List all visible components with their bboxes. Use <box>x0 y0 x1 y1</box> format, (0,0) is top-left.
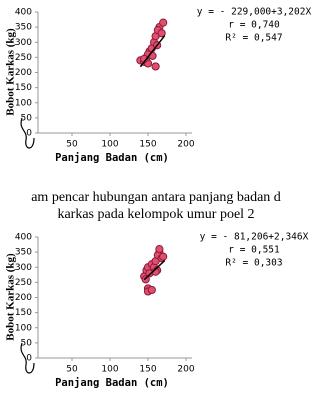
chart: 0 50 100 150 200 250 300 350 400 50 100 150 200 Panja… <box>5 232 309 390</box>
y-tick-label: 200 <box>15 68 32 78</box>
y-tick-label: 150 <box>15 83 32 93</box>
annotation: y = - 81,206+2,346X <box>200 232 309 243</box>
y-tick-label: 0 <box>26 129 32 139</box>
x-axis-label: Panjang Badan (cm) <box>55 152 169 164</box>
x-tick-label: 200 <box>177 365 194 375</box>
y-tick-label: 300 <box>15 263 32 273</box>
y-tick-label: 200 <box>15 293 32 303</box>
point <box>151 62 160 71</box>
y-tick-label: 350 <box>15 248 32 258</box>
y-tick-label: 0 <box>26 354 32 364</box>
trend-line <box>139 35 166 68</box>
y-tick-label: 250 <box>15 53 32 63</box>
y-tick-label: 250 <box>15 278 32 288</box>
x-tick-label: 100 <box>101 140 118 150</box>
caption: karkas pada kelompok umur poel 2 <box>57 207 254 222</box>
y-tick-label: 400 <box>15 233 32 243</box>
caption: am pencar hubungan antara panjang badan … <box>31 190 281 205</box>
y-tick-label: 50 <box>21 113 33 123</box>
annotation: y = - 229,000+3,202X <box>197 7 312 18</box>
y-axis-label: Bobot Karkas (kg) <box>5 28 17 116</box>
y-tick-label: 100 <box>15 98 32 108</box>
point <box>147 285 156 295</box>
point <box>155 245 164 254</box>
page: {"chart_data": [ {"type": "scatter", "x_… <box>4 6 312 390</box>
x-tick-label: 200 <box>177 140 194 150</box>
x-axis-label: Panjang Badan (cm) <box>55 377 169 389</box>
x-tick-label: 50 <box>66 365 78 375</box>
y-axis-label: Bobot Karkas (kg) <box>5 253 17 341</box>
annotation: r = 0,551 <box>228 245 280 256</box>
y-tick-label: 350 <box>15 23 32 33</box>
x-tick-label: 150 <box>139 365 156 375</box>
annotation: R² = 0,547 <box>225 33 282 44</box>
point <box>157 29 166 38</box>
axis-break <box>20 117 35 149</box>
chart: 0 50 100 150 200 250 300 350 400 50 100 150 200 Panja… <box>5 7 312 165</box>
annotation: r = 0,740 <box>228 20 280 31</box>
y-tick-label: 150 <box>15 308 32 318</box>
y-tick-label: 400 <box>15 8 32 18</box>
y-tick-label: 300 <box>15 38 32 48</box>
y-tick-label: 100 <box>15 323 32 333</box>
annotation: R² = 0,303 <box>225 258 282 269</box>
y-tick-label: 50 <box>21 338 33 348</box>
trend-line <box>143 260 166 281</box>
point <box>159 252 168 261</box>
document: am pencar hubungan antara panjang badan … <box>5 7 312 390</box>
x-tick-label: 100 <box>101 365 118 375</box>
x-tick-label: 50 <box>66 140 78 150</box>
axis-break <box>20 342 35 374</box>
point <box>159 18 168 27</box>
x-tick-label: 150 <box>139 140 156 150</box>
